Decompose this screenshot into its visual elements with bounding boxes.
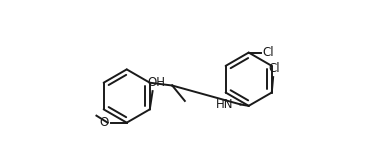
Text: Cl: Cl [269,62,280,75]
Text: HN: HN [216,98,233,111]
Text: Cl: Cl [263,46,275,59]
Text: O: O [100,116,109,129]
Text: OH: OH [148,76,166,89]
